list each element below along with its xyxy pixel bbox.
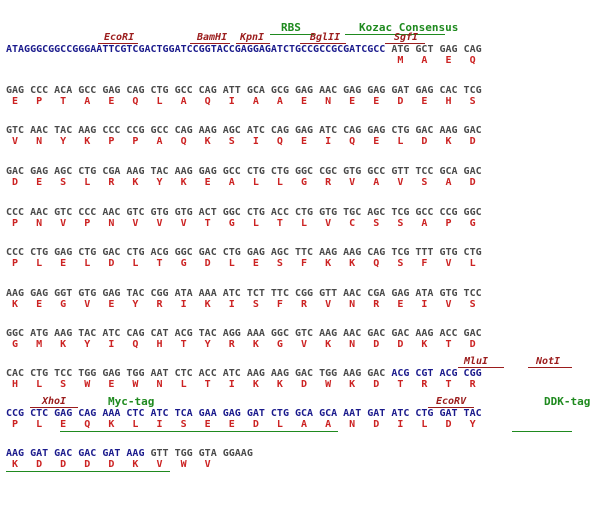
xhoi-site-label: XhoI (42, 396, 67, 407)
seq-row-6: CCC CTG GAG CTG GAC CTG ACG GGC GAC CTG … (6, 247, 482, 258)
kpni-site-label: KpnI (240, 32, 265, 43)
mlui-underline (458, 367, 504, 368)
aa-row-11: K D D D D K V W V (6, 459, 211, 470)
seq-row-11-tail: GTT TGG GTA GGAAG (150, 448, 253, 459)
kozac-underline (345, 34, 445, 35)
myc-tag-underline (60, 431, 338, 432)
seq-row-3: GTC AAC TAC AAG CCC CCG GCC CAG AAG AGC … (6, 125, 482, 136)
aa-row-3: V N Y K P P A Q K S I Q E I Q E L D K D (6, 136, 476, 147)
aa-row-8: G M K Y I Q H T Y R K G V K N D D K T D (6, 339, 476, 350)
seq-row-1-leader: ATAGGGCGGCCGGGAATTCGTCGACTGGATCCGGTACCGA… (6, 44, 386, 55)
seq-row-9: CAC CTG TCC TGG GAG TGG AAT CTC ACC ATC … (6, 368, 482, 380)
aa-row-5: P N V P N V V V T G L T L V C S S A P G (6, 218, 476, 229)
seq-row-5: CCC AAC GTC CCC AAC GTC GTG GTG ACT GGC … (6, 207, 482, 218)
kpni-underline (236, 43, 270, 44)
aa-row-9: H L S W E W N L T I K K D W K D T R T R (6, 379, 476, 390)
xhoi-underline (30, 407, 78, 408)
ddk-tag-label: DDK-tag (544, 395, 591, 408)
seq-row-7: AAG GAG GGT GTG GAG TAC CGG ATA AAA ATC … (6, 288, 482, 299)
seq-row-10: CCG CTC GAG CAG AAA CTC ATC TCA GAA GAG … (6, 408, 482, 419)
ddk-tag-underline-2 (6, 471, 170, 472)
rbs-underline (270, 34, 314, 35)
aa-row-10: P L E Q K L I S E E D L A A N D I L D Y (6, 419, 476, 430)
seq-row-8: GGC ATG AAG TAC ATC CAG CAT ACG TAC AGG … (6, 328, 482, 339)
seq-row-11-ddk: AAG GAT GAC GAC GAT AAG (6, 448, 151, 459)
ecori-site-label: EcoRI (104, 32, 135, 43)
bglii-underline (300, 43, 346, 44)
seq-row-9-linker: ACG CGT ACG CGG (391, 368, 482, 379)
seq-row-1-cds: ATG GCT GAG CAG (385, 44, 482, 55)
seq-row-9-cds: CAC CTG TCC TGG GAG TGG AAT CTC ACC ATC … (6, 368, 392, 379)
sgfi-site-label: SgfI (394, 32, 419, 43)
aa-row-2: E P T A E Q L A Q I A A E N E E D E H S (6, 96, 476, 107)
ecorv-site-label: EcoRV (436, 396, 467, 407)
aa-row-6: P L E L D L T G D L E S F K K Q S F V L (6, 258, 476, 269)
noti-underline (528, 367, 572, 368)
bamhi-site-label: BamHI (197, 32, 228, 43)
seq-row-11: AAG GAT GAC GAC GAT AAG GTT TGG GTA GGAA… (6, 448, 253, 460)
aa-row-7: K E G V E Y R I K I S F R V N R E I V S (6, 299, 476, 310)
bglii-site-label: BglII (310, 32, 341, 43)
seq-row-2: GAG CCC ACA GCC GAG CAG CTG GCC CAG ATT … (6, 85, 482, 96)
ecorv-underline (428, 407, 474, 408)
noti-site-label: NotI (536, 356, 561, 367)
kozac-label: Kozac Consensus (359, 21, 459, 34)
seq-row-4: GAC GAG AGC CTG CGA AAG TAC AAG GAG GCC … (6, 166, 482, 177)
ddk-tag-underline-1 (512, 431, 572, 432)
rbs-label: RBS (281, 21, 301, 34)
mlui-site-label: MluI (464, 356, 489, 367)
seq-row-1: ATAGGGCGGCCGGGAATTCGTCGACTGGATCCGGTACCGA… (6, 44, 482, 56)
aa-row-4: D E S L R K Y K E A L L G R V A V S A D (6, 177, 476, 188)
sgfi-underline (385, 43, 425, 44)
ecori-underline (98, 43, 138, 44)
aa-row-1: M A E Q (6, 55, 476, 66)
bamhi-underline (190, 43, 230, 44)
myc-tag-label: Myc-tag (108, 395, 155, 408)
